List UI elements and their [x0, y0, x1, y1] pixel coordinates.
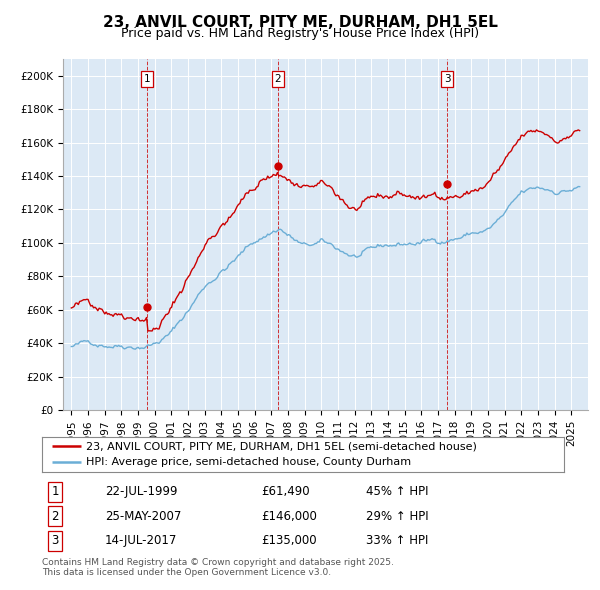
Text: 33% ↑ HPI: 33% ↑ HPI	[365, 535, 428, 548]
Text: 22-JUL-1999: 22-JUL-1999	[104, 485, 177, 498]
Text: £61,490: £61,490	[261, 485, 310, 498]
Text: 29% ↑ HPI: 29% ↑ HPI	[365, 510, 428, 523]
Text: 2: 2	[52, 510, 59, 523]
Text: 2: 2	[275, 74, 281, 84]
Text: HPI: Average price, semi-detached house, County Durham: HPI: Average price, semi-detached house,…	[86, 457, 412, 467]
Text: Price paid vs. HM Land Registry's House Price Index (HPI): Price paid vs. HM Land Registry's House …	[121, 27, 479, 40]
Text: 3: 3	[52, 535, 59, 548]
Text: 1: 1	[52, 485, 59, 498]
Text: 3: 3	[443, 74, 451, 84]
Text: 23, ANVIL COURT, PITY ME, DURHAM, DH1 5EL: 23, ANVIL COURT, PITY ME, DURHAM, DH1 5E…	[103, 15, 497, 30]
Text: Contains HM Land Registry data © Crown copyright and database right 2025.
This d: Contains HM Land Registry data © Crown c…	[42, 558, 394, 577]
Text: 23, ANVIL COURT, PITY ME, DURHAM, DH1 5EL (semi-detached house): 23, ANVIL COURT, PITY ME, DURHAM, DH1 5E…	[86, 441, 477, 451]
Text: 25-MAY-2007: 25-MAY-2007	[104, 510, 181, 523]
Text: 14-JUL-2017: 14-JUL-2017	[104, 535, 177, 548]
Text: £146,000: £146,000	[261, 510, 317, 523]
Text: 45% ↑ HPI: 45% ↑ HPI	[365, 485, 428, 498]
Text: 1: 1	[144, 74, 151, 84]
Text: £135,000: £135,000	[261, 535, 317, 548]
